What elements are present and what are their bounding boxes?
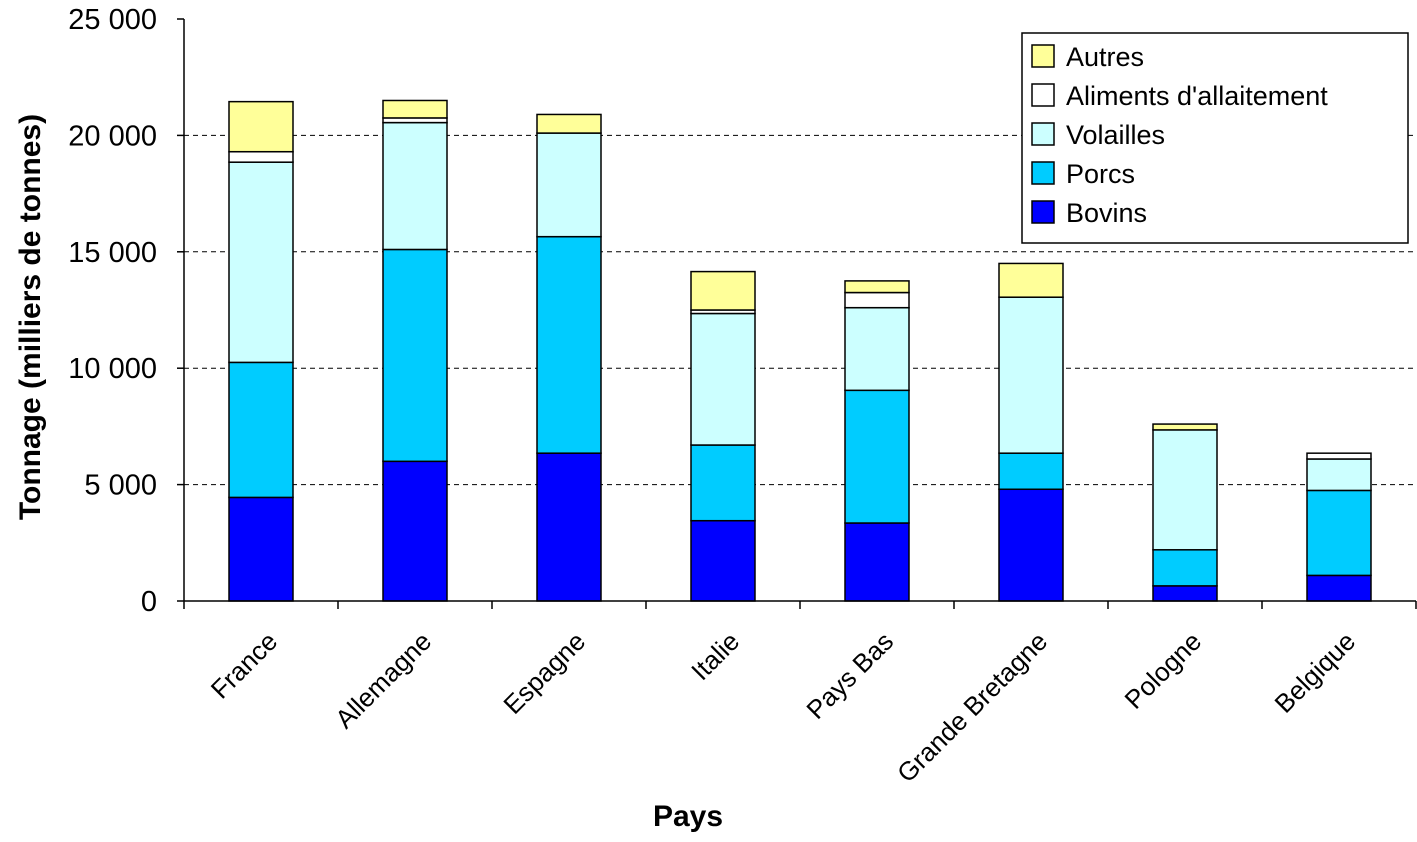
- bar-segment: [536, 113, 602, 134]
- bar-segment: [690, 270, 756, 311]
- bar-segment: [844, 280, 910, 294]
- bar-segment: [844, 389, 910, 524]
- x-category-label: Pologne: [1119, 626, 1208, 715]
- x-category-label: Pays Bas: [800, 626, 899, 725]
- axes: [177, 18, 1417, 609]
- bar-segment: [228, 361, 294, 499]
- bar-segment: [382, 99, 448, 119]
- legend-label: Porcs: [1066, 159, 1135, 189]
- y-tick-label: 0: [141, 586, 157, 618]
- legend-swatch: [1031, 122, 1055, 146]
- y-tick-label: 15 000: [68, 237, 157, 269]
- bar-segment: [844, 522, 910, 602]
- bar-segment: [690, 519, 756, 602]
- legend-swatch: [1031, 44, 1055, 68]
- y-tick-label: 10 000: [68, 353, 157, 385]
- y-tick-label: 5 000: [84, 470, 157, 502]
- bars: [228, 99, 1372, 602]
- legend-label: Aliments d'allaitement: [1066, 81, 1328, 111]
- x-category-label: Allemagne: [329, 626, 437, 734]
- bar-segment: [382, 248, 448, 463]
- x-category-label: Belgique: [1268, 626, 1361, 719]
- legend-swatch: [1031, 161, 1055, 185]
- legend-label: Bovins: [1066, 198, 1147, 228]
- bar-segment: [382, 460, 448, 602]
- x-category-label: Italie: [685, 626, 745, 686]
- bar-segment: [844, 291, 910, 309]
- bar-segment: [690, 312, 756, 446]
- bar-segment: [1152, 549, 1218, 587]
- legend-swatch: [1031, 200, 1055, 224]
- legend-label: Volailles: [1066, 120, 1165, 150]
- y-axis-title: Tonnage (milliers de tonnes): [14, 114, 47, 520]
- bar-segment: [998, 452, 1064, 491]
- y-tick-labels: 0 5 000 10 000 15 000 20 000 25 000: [68, 4, 157, 618]
- bar-segment: [228, 496, 294, 602]
- x-category-label: Grande Bretagne: [891, 626, 1053, 788]
- bar-segment: [228, 100, 294, 153]
- legend-swatch: [1031, 83, 1055, 107]
- bar-segment: [844, 306, 910, 392]
- bar-segment: [1152, 429, 1218, 551]
- legend-box: [1021, 32, 1409, 244]
- bar-segment: [1306, 458, 1372, 492]
- bar-segment: [536, 235, 602, 454]
- x-category-label: France: [205, 626, 283, 704]
- x-category-labels: France Allemagne Espagne Italie Pays BasGran…: [205, 626, 1361, 788]
- bar-segment: [536, 452, 602, 602]
- bar-segment: [690, 444, 756, 522]
- bar-segment: [1306, 574, 1372, 602]
- bar-segment: [382, 121, 448, 251]
- bar-segment: [228, 161, 294, 364]
- legend-label: Autres: [1066, 42, 1144, 72]
- y-tick-label: 25 000: [68, 4, 157, 36]
- bar-segment: [1152, 585, 1218, 602]
- bar-segment: [1306, 489, 1372, 577]
- bar-segment: [536, 132, 602, 238]
- bar-segment: [998, 488, 1064, 602]
- legend: Autres Aliments d'allaitement Volailles Por…: [1021, 32, 1409, 244]
- bar-segment: [998, 296, 1064, 454]
- bar-segment: [998, 262, 1064, 298]
- x-axis-title: Pays: [653, 800, 723, 833]
- bar-segment: [228, 150, 294, 163]
- bar-segment: [1306, 452, 1372, 460]
- y-tick-label: 20 000: [68, 120, 157, 152]
- x-category-label: Espagne: [497, 626, 591, 720]
- bar-segment: [1152, 423, 1218, 431]
